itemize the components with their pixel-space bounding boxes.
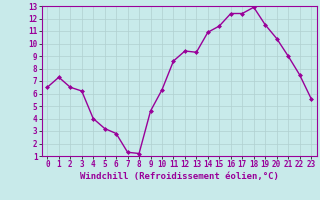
X-axis label: Windchill (Refroidissement éolien,°C): Windchill (Refroidissement éolien,°C) (80, 172, 279, 181)
